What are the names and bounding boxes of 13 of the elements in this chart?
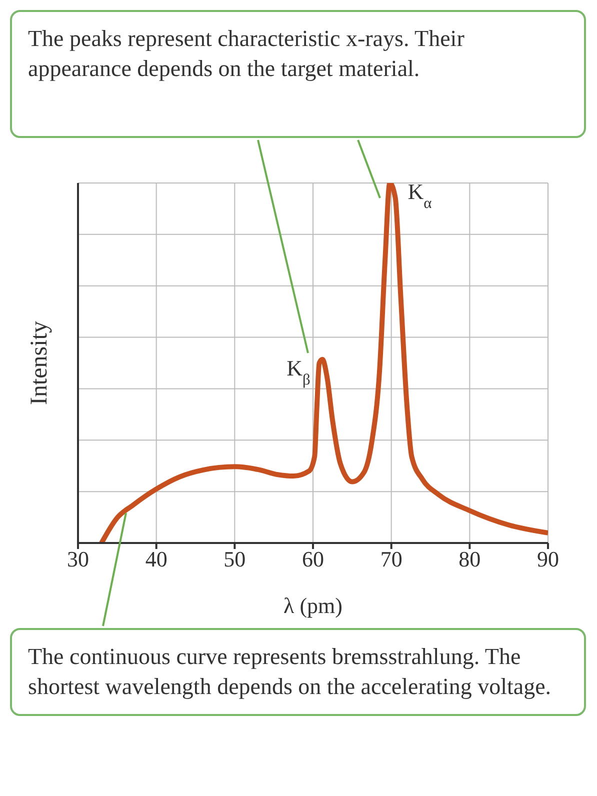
x-tick-label: 90 [537,546,559,572]
text: The peaks represent characteristic x-rays. Their appearance depends on the target material. [10,10,586,138]
x-tick-label: 80 [458,546,481,572]
x-axis-title: λ (pm) [284,593,342,618]
annotation: K$_{α}$ [408,179,432,212]
x-tick-label: 30 [67,546,89,572]
y-axis-title: Intensity [26,321,53,405]
x-tick-label: 50 [224,546,246,572]
x-tick-label: 70 [380,546,402,572]
x-tick-label: 60 [302,546,324,572]
x-tick-label: 40 [145,546,168,572]
text: The continuous curve represents bremsstrahlung. The shortest wavelength depends on the accelerating voltage. [10,628,586,716]
annotation: K$_{β}$ [286,355,311,388]
